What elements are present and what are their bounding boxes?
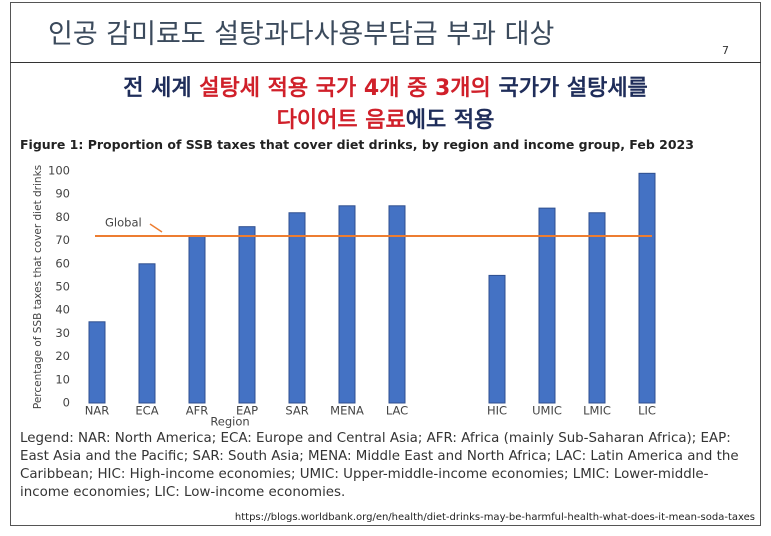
headline-segment: 국가가 설탕세를	[490, 76, 648, 101]
y-tick-label: 90	[55, 187, 70, 201]
x-tick-label: LIC	[638, 404, 656, 418]
y-tick-label: 30	[55, 326, 70, 340]
reference-arrow	[149, 223, 163, 233]
x-tick-label: UMIC	[532, 404, 562, 418]
slide-frame	[10, 2, 761, 526]
bar	[338, 205, 356, 404]
bar	[238, 226, 256, 404]
bar	[588, 212, 606, 404]
y-tick-label: 20	[55, 349, 70, 363]
bar	[488, 274, 506, 404]
headline-segment: 전 세계	[123, 76, 200, 101]
x-axis-label: Region	[210, 415, 249, 429]
slide-title: 인공 감미료도 설탕과다사용부담금 부과 대상	[48, 19, 555, 50]
figure-title: Figure 1: Proportion of SSB taxes that c…	[20, 137, 694, 152]
bar	[388, 205, 406, 404]
x-tick-label: MENA	[330, 404, 364, 418]
bar	[188, 235, 206, 404]
headline-segment: 다이어트 음료	[276, 108, 406, 133]
page-number: 7	[722, 44, 729, 57]
y-tick-label: 70	[55, 233, 70, 247]
bar	[638, 172, 656, 404]
y-tick-label: 60	[55, 256, 70, 270]
headline-line: 전 세계 설탕세 적용 국가 4개 중 3개의 국가가 설탕세를	[0, 70, 771, 102]
reference-label: Global	[105, 215, 142, 229]
x-tick-label: LAC	[386, 404, 408, 418]
bar	[88, 321, 106, 404]
y-tick-label: 40	[55, 303, 70, 317]
y-tick-label: 10	[55, 372, 70, 386]
y-tick-label: 50	[55, 280, 70, 294]
x-tick-label: NAR	[85, 404, 109, 418]
y-tick-label: 100	[48, 164, 70, 178]
bar	[138, 263, 156, 404]
y-axis-label: Percentage of SSB taxes that cover diet …	[32, 165, 44, 409]
legend-text: Legend: NAR: North America; ECA: Europe …	[20, 431, 739, 500]
bar	[538, 207, 556, 404]
x-tick-label: HIC	[487, 404, 507, 418]
bar	[288, 212, 306, 404]
x-tick-label: AFR	[186, 404, 208, 418]
source: https://blogs.worldbank.org/en/health/di…	[234, 512, 755, 523]
y-tick-label: 0	[63, 396, 70, 410]
headline-segment: 에도 적용	[405, 108, 495, 133]
headline-line: 다이어트 음료에도 적용	[0, 102, 771, 134]
headline-segment: 설탕세 적용 국가 4개 중 3개의	[199, 76, 491, 101]
x-tick-label: ECA	[135, 404, 158, 418]
x-tick-label: EAP	[236, 404, 258, 418]
x-tick-label: LMIC	[583, 404, 611, 418]
x-tick-label: SAR	[285, 404, 308, 418]
y-tick-label: 80	[55, 210, 70, 224]
title-rule	[10, 62, 761, 63]
